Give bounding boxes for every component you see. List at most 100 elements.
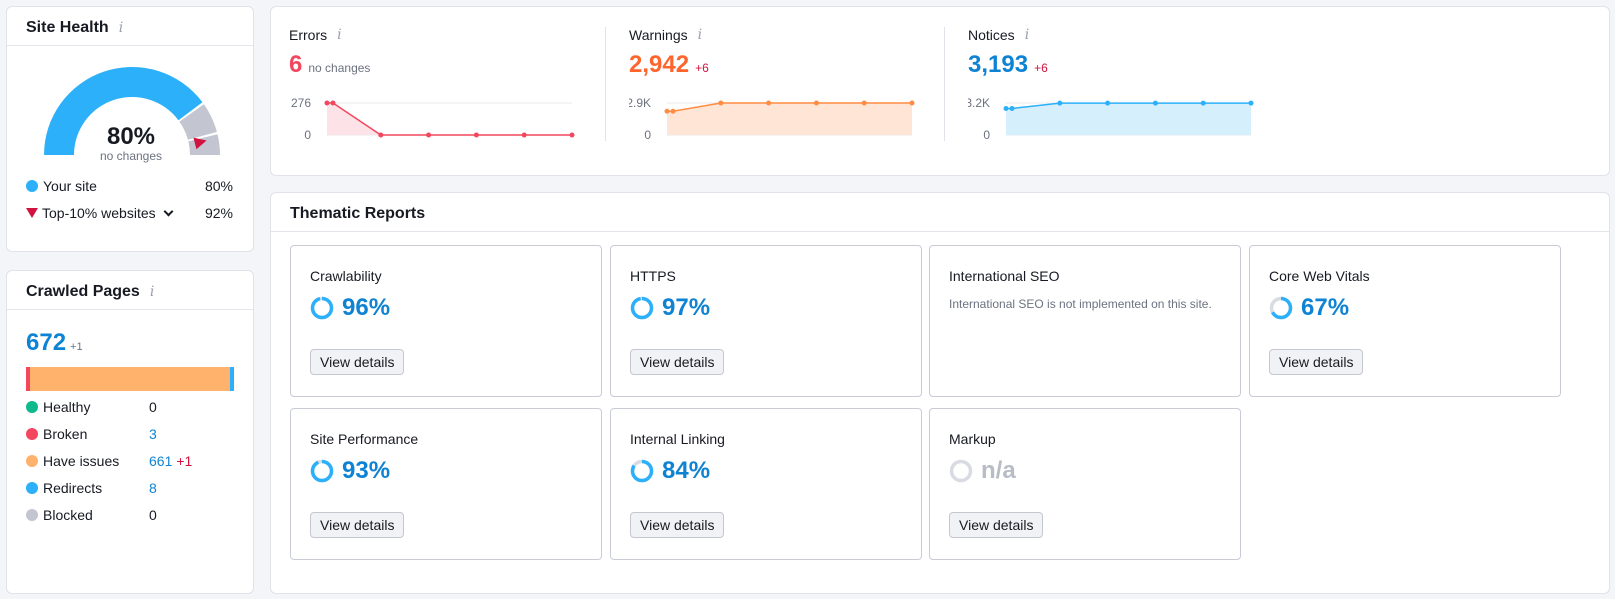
site-health-card: Site Health i 80% no changes Your site 8… [6,6,254,252]
separator [605,27,606,141]
view-details-button[interactable]: View details [1269,349,1364,375]
trend-point[interactable] [813,100,819,106]
warnings-value[interactable]: 2,942 [629,51,690,78]
notices-delta: +6 [1034,61,1048,75]
score-ring-icon [310,296,334,320]
trend-area [1006,103,1251,135]
crawled-pages-bar[interactable] [26,367,234,391]
warnings-trend-chart: 2.9K 0 [629,96,915,142]
view-details-button[interactable]: View details [630,349,725,375]
report-score-value: n/a [981,457,1016,484]
errors-value[interactable]: 6 [289,51,303,78]
trend-point[interactable] [670,108,676,114]
crawled-total[interactable]: 672 +1 [26,329,83,357]
report-title: Crawlability [310,268,382,284]
metric-errors: Errors i 6 no changes 276 0 [289,27,609,167]
top10-marker-icon [193,137,207,150]
report-card-international-seo: International SEO International SEO is no… [929,245,1241,397]
trend-point[interactable] [1200,100,1206,106]
score-ring-icon [949,459,973,483]
report-title: International SEO [949,268,1060,284]
crawled-total-value[interactable]: 672 [26,329,67,356]
trend-point[interactable] [426,132,432,138]
trend-point[interactable] [718,100,724,106]
warnings-delta: +6 [695,61,709,75]
trend-point[interactable] [1003,106,1009,111]
legend-top10: Top-10% websites 92% [26,205,233,221]
report-title: HTTPS [630,268,676,284]
trend-point[interactable] [324,100,330,106]
row-value: 0 [149,399,157,415]
crawled-row-broken: Broken 3 [26,426,157,442]
trend-area [667,103,912,135]
view-details-button[interactable]: View details [630,512,725,538]
errors-delta: no changes [308,61,371,75]
legend-label: Your site [43,178,97,194]
info-icon[interactable]: i [149,284,155,300]
bar-segment-broken[interactable] [26,367,30,391]
divider [7,309,253,310]
trend-point[interactable] [1152,100,1158,106]
trend-point[interactable] [1009,106,1015,111]
view-details-button[interactable]: View details [949,512,1044,538]
divider [271,231,1609,232]
report-score-value: 93% [342,457,391,484]
report-score: 93% [310,457,390,485]
metric-label: Warnings [629,27,688,43]
status-dot-icon [26,509,38,521]
trend-point[interactable] [766,100,772,106]
info-icon[interactable]: i [1024,27,1030,43]
trend-point[interactable] [473,132,479,138]
score-ring-icon [1269,296,1293,320]
report-score: n/a [949,457,1016,485]
legend-value: 80% [204,178,233,194]
trend-point[interactable] [664,108,670,114]
gauge-status: no changes [99,149,163,163]
notices-value[interactable]: 3,193 [968,51,1029,78]
trend-point[interactable] [861,100,867,106]
report-title: Internal Linking [630,431,725,447]
notices-trend-chart: 3.2K 0 [968,96,1254,142]
metric-label: Errors [289,27,328,43]
separator [944,27,945,141]
legend-label[interactable]: Top-10% websites [42,205,156,221]
row-value[interactable]: 661 [149,453,173,469]
your-site-dot-icon [26,180,38,192]
trend-point[interactable] [1248,100,1254,106]
report-score: 96% [310,294,390,322]
report-title: Core Web Vitals [1269,268,1370,284]
trend-point[interactable] [569,132,575,138]
info-icon[interactable]: i [697,27,703,43]
view-details-button[interactable]: View details [310,349,405,375]
trend-area [327,103,572,135]
info-icon[interactable]: i [118,20,124,36]
row-value[interactable]: 3 [149,426,157,442]
crawled-pages-title: Crawled Pages [26,283,140,300]
row-value[interactable]: 8 [149,480,157,496]
report-score-value: 97% [662,294,711,321]
divider [7,45,253,46]
trend-point[interactable] [1057,100,1063,106]
health-gauge [44,67,220,155]
trend-point[interactable] [378,132,384,138]
legend-your-site: Your site 80% [26,178,233,194]
trend-point[interactable] [909,100,915,106]
bar-segment-have-issues[interactable] [29,367,231,391]
report-score: 67% [1269,294,1349,322]
trend-point[interactable] [330,100,336,106]
bar-segment-redirects[interactable] [230,367,234,391]
info-icon[interactable]: i [337,27,342,43]
y-max-tick: 3.2K [968,96,990,110]
chevron-down-icon[interactable] [163,206,174,216]
view-details-button[interactable]: View details [310,512,405,538]
report-card-core-web-vitals: Core Web Vitals 67% View details [1249,245,1561,397]
row-value: 0 [149,507,157,523]
score-ring-icon [630,459,654,483]
issues-summary-card: Errors i 6 no changes 276 0 Warnings i 2,942… [270,6,1610,176]
metric-label: Notices [968,27,1015,43]
trend-point[interactable] [1105,100,1111,106]
trend-point[interactable] [521,132,527,138]
gauge-remaining-segment [179,104,217,140]
score-ring-icon [630,296,654,320]
report-score: 97% [630,294,710,322]
